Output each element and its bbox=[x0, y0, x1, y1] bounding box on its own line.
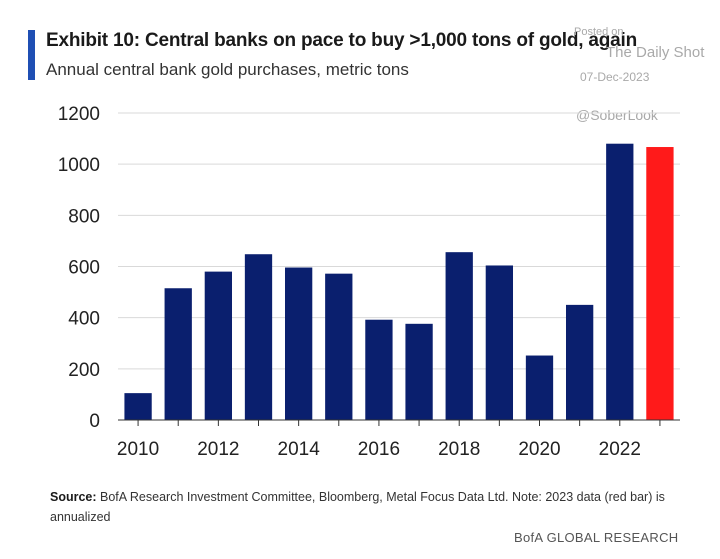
title-accent-bar bbox=[28, 30, 35, 80]
bar-2016 bbox=[365, 319, 393, 420]
bar-2015 bbox=[325, 273, 353, 420]
y-tick-label-800: 800 bbox=[68, 206, 100, 227]
source-label: Source: bbox=[50, 490, 97, 504]
bar-2018 bbox=[445, 252, 473, 420]
x-tick-label-2010: 2010 bbox=[117, 439, 159, 460]
y-tick-label-0: 0 bbox=[89, 411, 100, 432]
bar-2022 bbox=[606, 143, 634, 420]
watermark-handle: @SoberLook bbox=[576, 107, 658, 123]
x-tick-label-2018: 2018 bbox=[438, 439, 480, 460]
x-tick-label-2014: 2014 bbox=[278, 439, 321, 460]
footer-brand: BofA GLOBAL RESEARCH bbox=[514, 530, 679, 545]
bar-2023 bbox=[646, 147, 674, 421]
y-tick-label-1000: 1000 bbox=[58, 155, 100, 176]
bar-2019 bbox=[485, 265, 514, 420]
source-text: BofA Research Investment Committee, Bloo… bbox=[50, 490, 665, 524]
x-tick-label-2020: 2020 bbox=[518, 439, 560, 460]
bar-2014 bbox=[284, 267, 313, 420]
bar-2020 bbox=[525, 355, 554, 420]
bar-2017 bbox=[405, 323, 433, 420]
bar-2013 bbox=[244, 254, 273, 420]
bar-2011 bbox=[164, 288, 192, 420]
y-tick-label-1200: 1200 bbox=[58, 104, 100, 125]
chart-title: Exhibit 10: Central banks on pace to buy… bbox=[46, 30, 638, 51]
bar-2021 bbox=[565, 304, 594, 420]
y-tick-label-600: 600 bbox=[68, 258, 100, 279]
x-tick-label-2022: 2022 bbox=[599, 439, 641, 460]
y-tick-label-400: 400 bbox=[68, 309, 100, 330]
chart-subtitle: Annual central bank gold purchases, metr… bbox=[46, 60, 409, 79]
y-tick-label-200: 200 bbox=[68, 360, 100, 381]
source-note: Source: BofA Research Investment Committ… bbox=[50, 487, 670, 527]
bar-chart: 0 200 400 600 800 1000 1200 2010 2012 2014 2016 201… bbox=[58, 104, 680, 460]
watermark-date: 07-Dec-2023 bbox=[580, 70, 650, 84]
watermark-publication: The Daily Shot bbox=[606, 44, 705, 61]
x-tick-label-2012: 2012 bbox=[197, 439, 239, 460]
x-tick-label-2016: 2016 bbox=[358, 439, 400, 460]
bar-2010 bbox=[124, 393, 152, 420]
bar-2012 bbox=[204, 271, 233, 420]
watermark-posted: Posted on bbox=[574, 26, 624, 38]
